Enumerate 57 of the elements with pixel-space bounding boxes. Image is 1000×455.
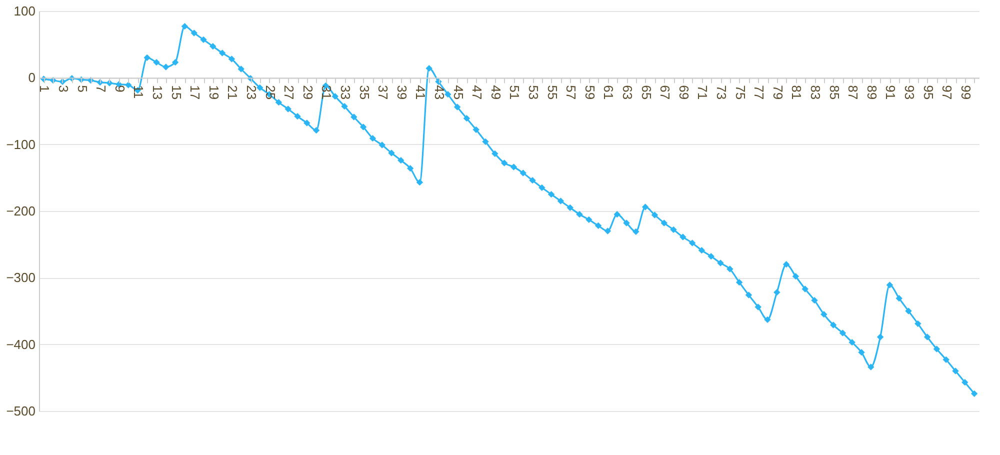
x-tick-label: 43 xyxy=(432,85,447,100)
x-tick-label: 29 xyxy=(300,85,316,100)
x-tick-label: 85 xyxy=(826,85,842,100)
x-tick-label: 65 xyxy=(638,85,654,100)
y-tick-label: −500 xyxy=(6,404,36,418)
y-tick-label: −300 xyxy=(6,270,36,286)
x-tick-label: 67 xyxy=(658,85,673,100)
x-tick-label: 75 xyxy=(732,85,748,100)
x-tick-label: 41 xyxy=(413,85,428,100)
x-tick-label: 89 xyxy=(864,85,880,100)
x-tick-label: 15 xyxy=(168,85,184,100)
x-tick-label: 45 xyxy=(450,85,466,100)
x-tick-label: 91 xyxy=(883,85,898,100)
x-tick-label: 11 xyxy=(131,85,146,99)
x-tick-label: 37 xyxy=(376,85,391,100)
x-tick-label: 23 xyxy=(244,85,259,100)
x-tick-label: 13 xyxy=(150,85,165,100)
x-tick-label: 83 xyxy=(808,85,823,100)
x-tick-label: 77 xyxy=(752,85,767,100)
x-tick-label: 7 xyxy=(94,85,109,92)
x-tick-label: 69 xyxy=(676,85,692,100)
x-tick-label: 47 xyxy=(470,85,485,100)
x-tick-label: 25 xyxy=(262,85,278,100)
x-tick-label: 39 xyxy=(394,85,410,100)
x-tick-label: 53 xyxy=(526,85,541,100)
y-tick-label: −400 xyxy=(6,336,36,352)
x-tick-label: 73 xyxy=(714,85,729,100)
y-tick-label: −100 xyxy=(6,136,36,152)
x-tick-label: 61 xyxy=(601,85,616,100)
x-tick-label: 71 xyxy=(695,85,710,100)
x-tick-label: 31 xyxy=(319,85,334,100)
x-tick-label: 3 xyxy=(56,85,71,92)
x-tick-label: 27 xyxy=(282,85,297,100)
x-tick-label: 99 xyxy=(958,85,974,100)
x-tick-label: 63 xyxy=(620,85,635,100)
x-tick-label: 57 xyxy=(564,85,579,100)
x-tick-label: 1 xyxy=(37,85,52,92)
x-tick-label: 87 xyxy=(846,85,861,100)
x-tick-label: 79 xyxy=(770,85,786,100)
x-tick-label: 93 xyxy=(902,85,917,100)
y-tick-label: 100 xyxy=(14,4,36,18)
x-tick-label: 55 xyxy=(544,85,560,100)
x-tick-label: 95 xyxy=(920,85,936,100)
y-tick-label: 0 xyxy=(28,70,36,86)
x-tick-label: 21 xyxy=(225,85,240,100)
x-tick-label: 17 xyxy=(188,85,203,100)
x-tick-label: 49 xyxy=(488,85,504,100)
x-tick-label: 5 xyxy=(74,85,90,92)
x-tick-label: 97 xyxy=(940,85,955,100)
x-tick-label: 35 xyxy=(356,85,372,100)
x-tick-label: 59 xyxy=(582,85,598,100)
y-tick-label: −200 xyxy=(6,204,36,218)
x-tick-label: 81 xyxy=(789,85,804,100)
x-tick-label: 9 xyxy=(112,85,128,92)
x-tick-label: 51 xyxy=(507,85,522,100)
x-tick-label: 33 xyxy=(338,85,353,100)
x-tick-label: 19 xyxy=(206,85,222,100)
